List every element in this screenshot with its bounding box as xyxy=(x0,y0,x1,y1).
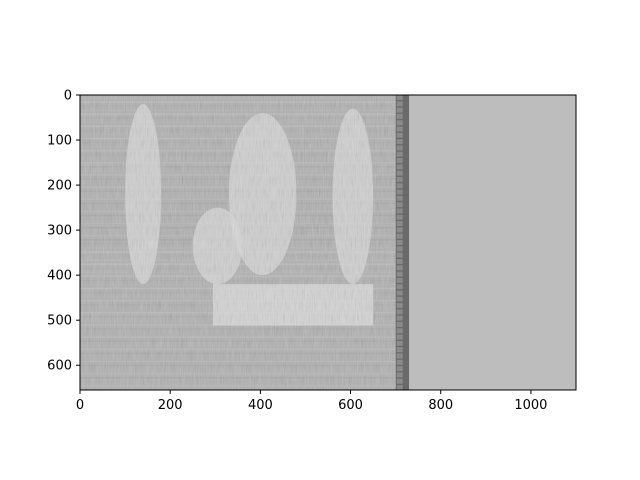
image-band-tick xyxy=(396,284,403,290)
axes: 0 200 400 600 800 1000 0 100 200 300 400 500 600 xyxy=(47,89,577,413)
image-band-tick xyxy=(396,353,403,359)
y-tick-label: 200 xyxy=(47,179,72,194)
image-band-tick xyxy=(396,265,403,271)
image-band-tick xyxy=(396,120,403,126)
image-band-tick xyxy=(396,359,403,365)
image-band-tick xyxy=(396,101,403,107)
image-band-tick xyxy=(396,290,403,296)
image-band-tick xyxy=(396,227,403,233)
image-noise-overlay xyxy=(80,95,396,390)
image-band-tick xyxy=(396,139,403,145)
image-band-tick xyxy=(396,296,403,302)
image-band-tick xyxy=(396,95,403,100)
image-uniform-region xyxy=(409,95,576,390)
image-band-tick xyxy=(396,151,403,157)
image-band-tick xyxy=(396,189,403,195)
x-tick-label: 800 xyxy=(428,398,453,413)
image-band-tick xyxy=(396,340,403,346)
image-band-tick xyxy=(396,208,403,214)
y-tick-label: 400 xyxy=(47,269,72,284)
image-band-tick xyxy=(396,233,403,239)
image-band-tick xyxy=(396,132,403,138)
image-band-tick xyxy=(396,271,403,277)
image-band-tick xyxy=(396,315,403,321)
image-band-tick xyxy=(396,334,403,340)
image-band-tick xyxy=(396,366,403,372)
axes-frame xyxy=(79,94,577,391)
image-band-tick xyxy=(396,183,403,189)
y-tick-label: 500 xyxy=(47,314,72,329)
x-tick-label: 1000 xyxy=(514,398,547,413)
image-band-tick xyxy=(396,221,403,227)
image-band-tick xyxy=(396,385,403,391)
x-tick-label: 0 xyxy=(76,398,84,413)
image-band-tick xyxy=(396,303,403,309)
image-band-tick xyxy=(396,309,403,315)
image-band-tick xyxy=(396,214,403,220)
image-band-tick xyxy=(396,378,403,384)
image-band-tick xyxy=(396,195,403,201)
image-band-tick xyxy=(396,321,403,327)
x-tick-label: 400 xyxy=(248,398,273,413)
image-band-tick xyxy=(396,158,403,164)
y-tick-label: 0 xyxy=(64,89,72,104)
image-band-tick xyxy=(396,202,403,208)
image-band-tick xyxy=(396,107,403,113)
image-band-tick xyxy=(396,347,403,353)
image-band-tick xyxy=(396,258,403,264)
image-band-tick xyxy=(396,126,403,132)
image-band-tick xyxy=(396,145,403,151)
image-band-tick xyxy=(396,328,403,334)
image-band-tick xyxy=(396,252,403,258)
image-band-tick xyxy=(396,277,403,283)
y-tick-label: 300 xyxy=(47,224,72,239)
y-tick-label: 100 xyxy=(47,134,72,149)
image-band-tick xyxy=(396,372,403,378)
image-band-tick xyxy=(396,240,403,246)
x-tick-label: 200 xyxy=(158,398,183,413)
image-band-tick xyxy=(396,170,403,176)
x-tick-label: 600 xyxy=(338,398,363,413)
y-tick-label: 600 xyxy=(47,359,72,374)
image-band-tick xyxy=(396,176,403,182)
image-band-tick xyxy=(396,246,403,252)
plot-area xyxy=(80,95,576,391)
image-band-tick xyxy=(396,164,403,170)
image-band-tick xyxy=(396,113,403,119)
